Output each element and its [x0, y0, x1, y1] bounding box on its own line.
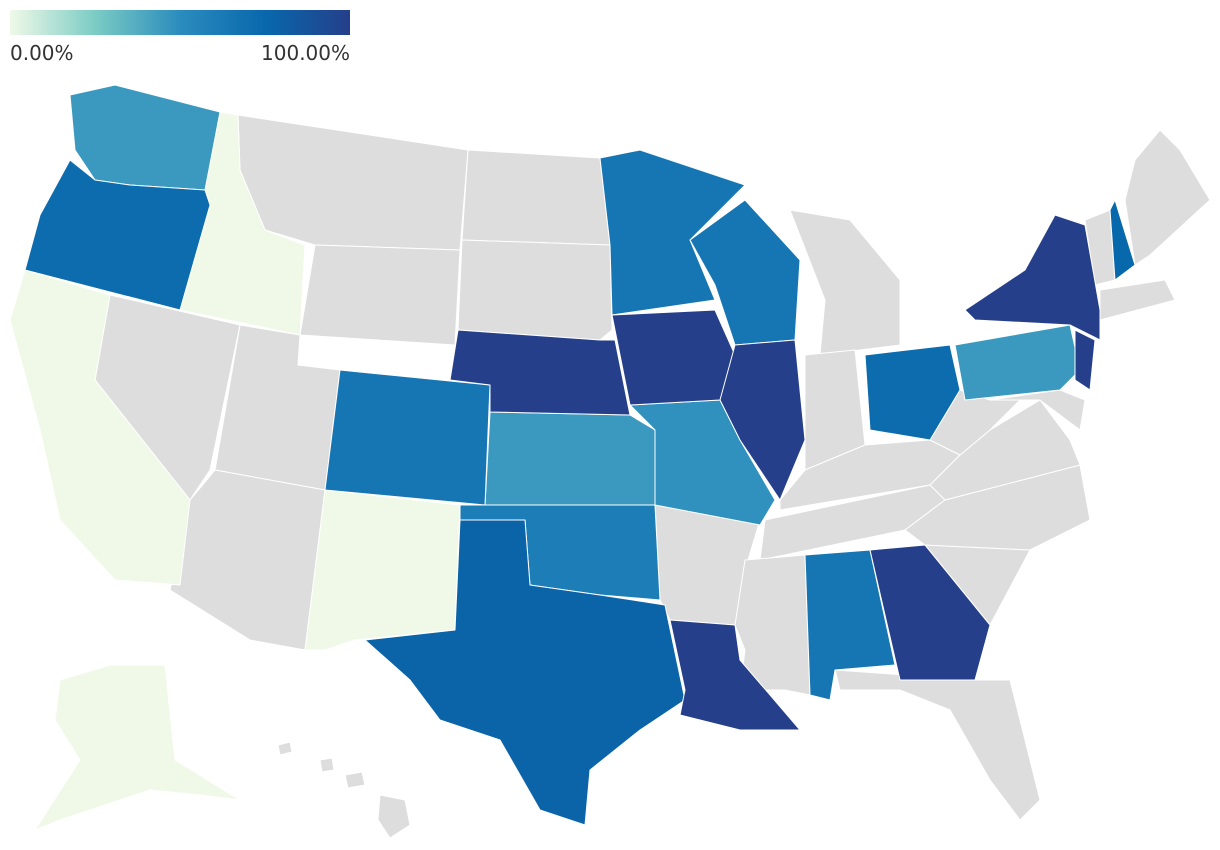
state: [834, 669, 1041, 821]
state: [69, 84, 221, 191]
state: [461, 149, 611, 246]
state: [864, 344, 961, 441]
legend-tick-label: 100.00%: [261, 41, 350, 65]
state: [319, 757, 335, 773]
state: [344, 771, 366, 789]
state: [9, 269, 191, 586]
state: [611, 309, 736, 406]
state: [304, 489, 461, 651]
legend-colorbar: [10, 10, 350, 35]
state: [377, 794, 411, 839]
state: [789, 209, 901, 356]
state: [669, 619, 801, 731]
legend-tick-label: 0.00%: [10, 41, 74, 65]
state: [484, 411, 656, 506]
state: [34, 664, 241, 831]
state: [237, 114, 469, 251]
state: [24, 159, 211, 311]
state: [964, 214, 1101, 341]
state: [719, 339, 806, 501]
legend: 0.00% 100.00%: [10, 41, 350, 65]
state: [457, 239, 613, 341]
state: [869, 544, 991, 681]
state: [1099, 279, 1176, 321]
state: [299, 244, 461, 346]
no-data-states: [94, 114, 1211, 839]
state: [1124, 129, 1211, 266]
state: [364, 519, 686, 826]
data-states: [9, 84, 1136, 831]
state: [169, 469, 326, 651]
state: [1074, 329, 1096, 391]
state: [1109, 199, 1136, 281]
state: [449, 329, 631, 416]
state: [599, 149, 746, 316]
state: [277, 741, 293, 756]
state: [324, 369, 491, 506]
state: [954, 324, 1081, 401]
